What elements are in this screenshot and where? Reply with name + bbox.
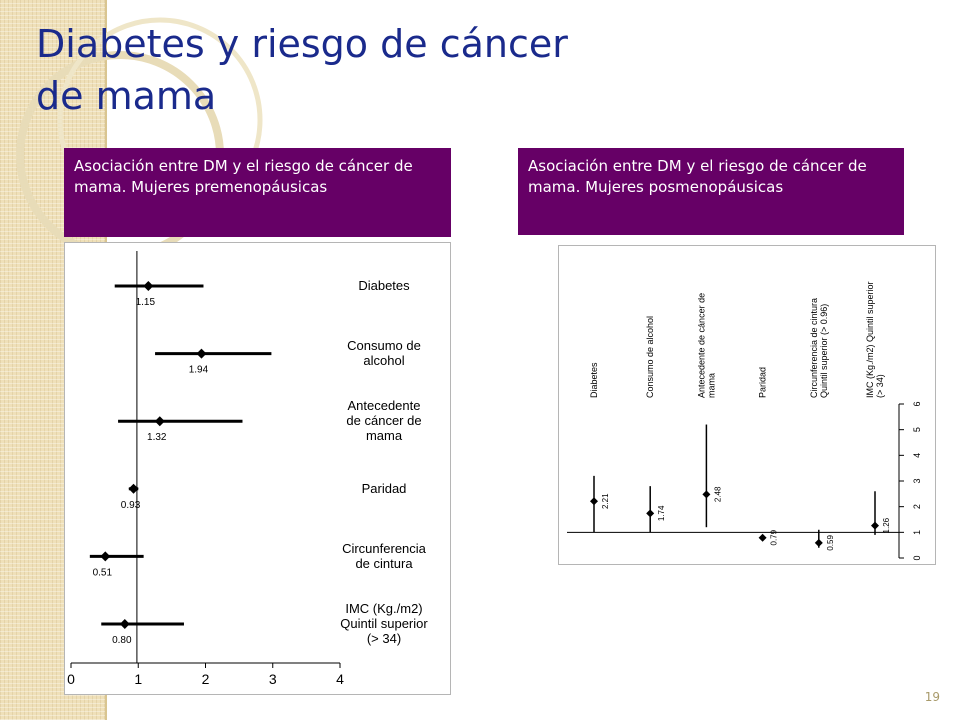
forest-plot-postmenopausal: 0 1 2 3 4 5 6 2.21 Diabetes 1.74 Consumo de alcoho… [558, 245, 936, 565]
forest-plot-postmenopausal-svg: 0 1 2 3 4 5 6 2.21 Diabetes 1.74 Consumo de alcoho… [567, 281, 922, 561]
category-label: Circunferencia de cintura [809, 298, 819, 398]
point-marker [119, 619, 130, 629]
page-number: 19 [924, 690, 940, 704]
point-marker [590, 497, 598, 506]
category-label: (> 34) [875, 374, 885, 398]
value-label: 0.59 [826, 535, 835, 551]
point-marker [702, 490, 711, 499]
category-label: Antecedente de cáncer de [696, 293, 706, 398]
point-marker [871, 521, 879, 530]
x-tick-label: 0 [67, 671, 75, 687]
y-tick-label: 4 [912, 453, 922, 458]
x-tick-label: 4 [336, 671, 344, 687]
category-label: mama [366, 428, 403, 443]
point-marker [814, 538, 823, 547]
point-marker [758, 533, 767, 542]
category-label: de cáncer de [346, 413, 421, 428]
value-label: 1.74 [657, 505, 666, 521]
value-label: 0.80 [112, 635, 132, 646]
category-label: (> 34) [367, 631, 401, 646]
value-label: 1.94 [189, 365, 209, 376]
value-label: 0.51 [93, 567, 113, 578]
point-marker [196, 348, 207, 359]
point-marker [100, 551, 111, 562]
y-tick-label: 1 [912, 530, 922, 535]
y-tick-label: 0 [912, 555, 922, 560]
category-label: IMC (Kg./m2) Quintil superior [865, 281, 875, 398]
category-label: Paridad [758, 367, 768, 398]
point-marker [154, 416, 165, 427]
category-label: Paridad [362, 481, 407, 496]
value-label: 1.32 [147, 432, 167, 443]
category-label: Antecedente [347, 398, 420, 413]
category-label: mama [706, 373, 716, 398]
chart-header-premenopausal: Asociación entre DM y el riesgo de cánce… [64, 148, 451, 237]
x-tick-label: 3 [269, 671, 277, 687]
category-label: Quintil superior [340, 616, 428, 631]
y-tick-label: 3 [912, 478, 922, 483]
y-tick-label: 2 [912, 504, 922, 509]
category-label: Consumo de [347, 338, 421, 353]
value-label: 0.93 [121, 500, 141, 511]
point-marker [646, 509, 655, 518]
category-label: Quintil superior (> 0.96) [819, 304, 829, 398]
forest-plot-premenopausal: 0 1 2 3 4 1.15 Diabetes 1.94 Consumo de alcohol 1.… [64, 242, 451, 695]
point-marker [128, 483, 139, 494]
value-label: 1.26 [882, 517, 891, 533]
category-label: Diabetes [589, 362, 599, 398]
value-label: 2.21 [601, 493, 610, 509]
value-label: 2.48 [713, 486, 722, 502]
chart-header-postmenopausal: Asociación entre DM y el riesgo de cánce… [518, 148, 904, 235]
slide-title: Diabetes y riesgo de cáncer de mama [36, 22, 568, 118]
value-label: 1.15 [136, 297, 156, 308]
category-label: Diabetes [358, 278, 410, 293]
y-tick-label: 6 [912, 401, 922, 406]
point-marker [143, 281, 154, 291]
x-tick-label: 2 [202, 671, 210, 687]
y-tick-label: 5 [912, 427, 922, 432]
category-label: de cintura [355, 556, 413, 571]
category-label: Consumo de alcohol [645, 316, 655, 398]
value-label: 0.79 [770, 529, 779, 545]
category-label: Circunferencia [342, 541, 427, 556]
category-label: alcohol [363, 353, 404, 368]
x-tick-label: 1 [134, 671, 142, 687]
category-label: IMC (Kg./m2) [345, 601, 422, 616]
